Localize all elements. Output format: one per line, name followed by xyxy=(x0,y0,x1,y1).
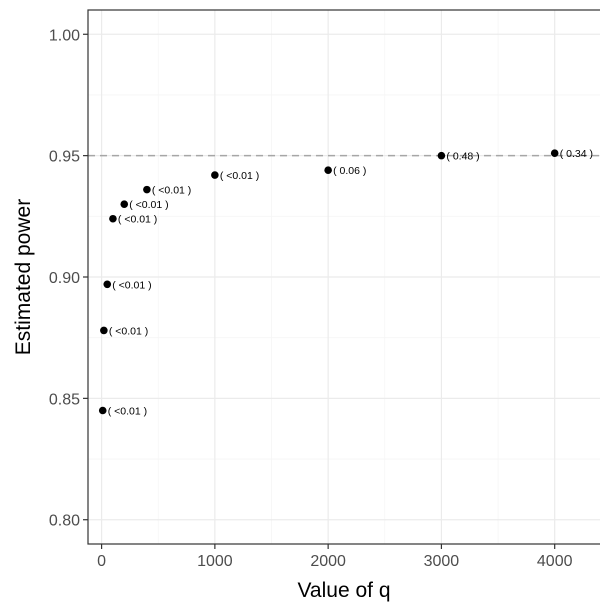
point-labels: ( <0.01 ) ( <0.01 ) ( <0.01 ) ( <0.01 ) ( <0… xyxy=(108,148,593,417)
point-label: ( <0.01 ) xyxy=(118,214,157,226)
point-label: ( <0.01 ) xyxy=(109,325,148,337)
x-tick-label: 3000 xyxy=(424,553,460,570)
data-point xyxy=(100,326,108,335)
data-point xyxy=(211,171,219,179)
grid-major xyxy=(88,10,600,544)
data-point xyxy=(550,149,559,158)
y-axis-title: Estimated power xyxy=(12,199,35,355)
x-axis-title: Value of q xyxy=(297,579,390,602)
point-label: ( 0.34 ) xyxy=(560,148,593,160)
x-tick-label: 2000 xyxy=(310,553,346,570)
y-tick-label: 1.00 xyxy=(49,27,80,44)
y-tick-label: 0.80 xyxy=(49,513,80,530)
point-label: ( <0.01 ) xyxy=(129,199,168,211)
x-tick-label: 1000 xyxy=(197,553,233,570)
point-label: ( 0.06 ) xyxy=(333,165,366,177)
y-tick-label: 0.90 xyxy=(49,270,80,287)
data-point xyxy=(437,151,446,160)
y-tick-label: 0.85 xyxy=(49,391,80,408)
point-label: ( <0.01 ) xyxy=(112,279,151,291)
x-tick-label: 0 xyxy=(97,553,106,570)
point-label: ( <0.01 ) xyxy=(220,170,259,182)
data-point xyxy=(109,214,117,223)
data-point xyxy=(324,166,332,174)
point-label: ( <0.01 ) xyxy=(152,185,191,197)
y-axis: 0.80 0.85 0.90 0.95 1.00 xyxy=(49,27,88,530)
data-point xyxy=(98,406,107,415)
x-tick-label: 4000 xyxy=(537,553,573,570)
data-point xyxy=(103,280,112,289)
data-point xyxy=(120,200,129,208)
data-points xyxy=(98,149,559,415)
x-axis: 0 1000 2000 3000 4000 xyxy=(97,544,573,570)
y-tick-label: 0.95 xyxy=(49,149,80,166)
data-point xyxy=(143,185,151,194)
point-label: ( 0.48 ) xyxy=(446,151,479,163)
point-label: ( <0.01 ) xyxy=(108,406,147,418)
